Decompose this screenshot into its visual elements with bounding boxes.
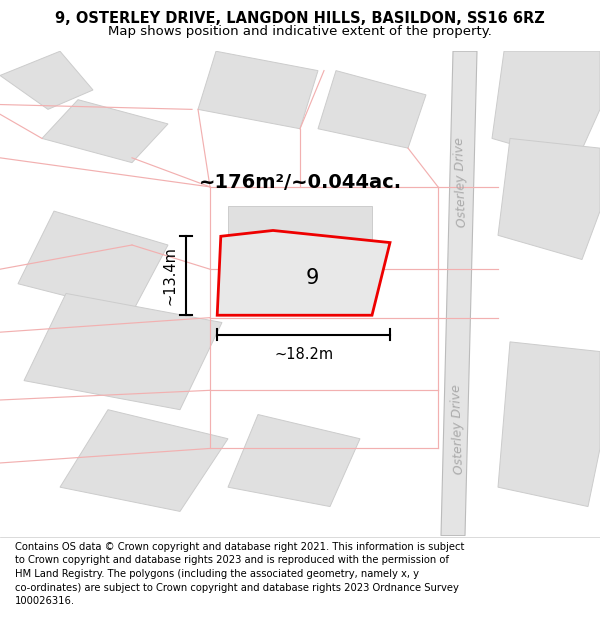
Polygon shape bbox=[18, 211, 168, 312]
Text: 9: 9 bbox=[306, 268, 319, 288]
Polygon shape bbox=[228, 206, 372, 274]
Polygon shape bbox=[42, 99, 168, 162]
Polygon shape bbox=[217, 231, 390, 315]
Polygon shape bbox=[318, 71, 426, 148]
Polygon shape bbox=[498, 138, 600, 259]
Text: 9, OSTERLEY DRIVE, LANGDON HILLS, BASILDON, SS16 6RZ: 9, OSTERLEY DRIVE, LANGDON HILLS, BASILD… bbox=[55, 11, 545, 26]
Text: ~176m²/~0.044ac.: ~176m²/~0.044ac. bbox=[199, 173, 401, 191]
Text: Osterley Drive: Osterley Drive bbox=[453, 137, 469, 228]
Polygon shape bbox=[228, 414, 360, 506]
Polygon shape bbox=[198, 51, 318, 129]
Text: Contains OS data © Crown copyright and database right 2021. This information is : Contains OS data © Crown copyright and d… bbox=[15, 542, 464, 606]
Text: ~13.4m: ~13.4m bbox=[162, 246, 177, 305]
Polygon shape bbox=[492, 51, 600, 162]
Text: Map shows position and indicative extent of the property.: Map shows position and indicative extent… bbox=[108, 26, 492, 39]
Text: Osterley Drive: Osterley Drive bbox=[450, 384, 466, 474]
Polygon shape bbox=[498, 342, 600, 506]
Polygon shape bbox=[0, 51, 93, 109]
Text: ~18.2m: ~18.2m bbox=[274, 347, 333, 362]
Polygon shape bbox=[60, 410, 228, 511]
Polygon shape bbox=[24, 294, 222, 410]
Polygon shape bbox=[441, 51, 477, 536]
